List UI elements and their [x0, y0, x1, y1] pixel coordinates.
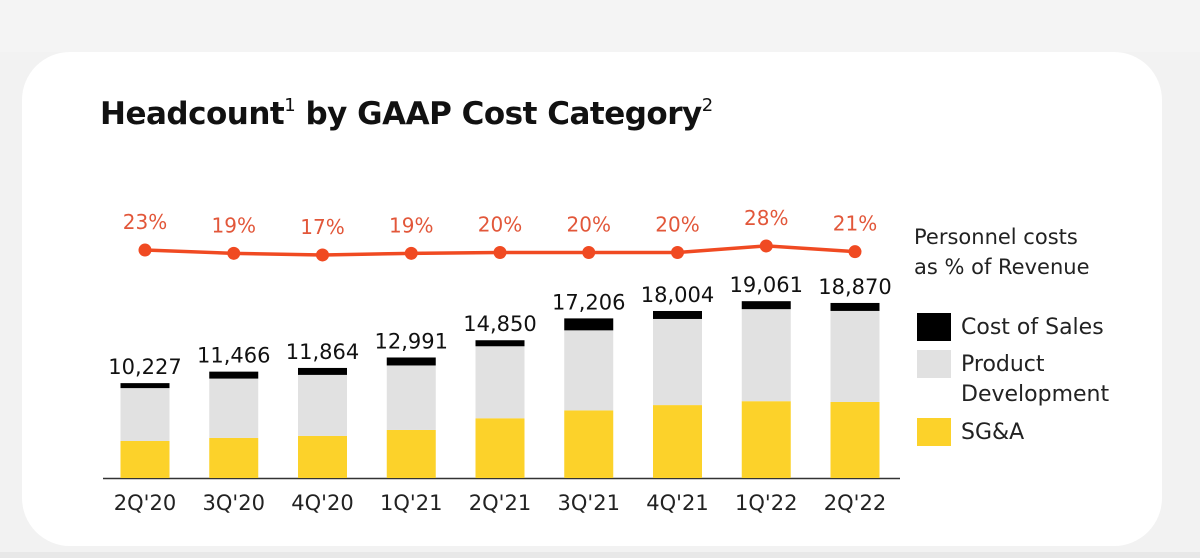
bar-segment-cost-of-sales	[209, 371, 259, 379]
line-legend: Personnel costs as % of Revenue	[914, 222, 1090, 282]
title-text: Headcount	[100, 96, 285, 132]
bar-segment-product-development	[830, 310, 880, 402]
bar-total-label: 11,864	[286, 340, 359, 364]
percent-point	[759, 239, 773, 253]
bar-total-label: 19,061	[730, 273, 803, 297]
legend-item-product-development: Product Development	[917, 350, 1109, 410]
legend-swatch-product-development	[917, 350, 951, 378]
chart-title: Headcount1 by GAAP Cost Category2	[100, 94, 713, 132]
legend-label-sga: SG&A	[961, 420, 1025, 445]
title-text-mid: by GAAP Cost Category	[295, 96, 702, 132]
x-tick-label: 4Q'21	[646, 491, 708, 515]
percent-label: 20%	[567, 213, 611, 237]
bar-segment-cost-of-sales	[475, 340, 525, 347]
legend-label-cost-of-sales: Cost of Sales	[961, 315, 1104, 340]
bar-total-label: 12,991	[375, 329, 448, 353]
x-tick-label: 1Q'21	[380, 491, 442, 515]
x-tick-label: 3Q'20	[203, 491, 265, 515]
bar-segment-product-development	[741, 309, 791, 402]
percent-label: 19%	[389, 213, 433, 237]
bar-segment-cost-of-sales	[653, 310, 702, 319]
legend-item-sga: SG&A	[917, 418, 1024, 448]
bar-segment-cost-of-sales	[564, 318, 614, 331]
bar-segment-sg-a	[741, 401, 791, 478]
percent-label: 28%	[744, 206, 788, 230]
bar-total-label: 11,466	[197, 344, 270, 368]
bar-total-label: 18,004	[641, 283, 714, 307]
bottom-edge	[0, 552, 1200, 558]
bar-segment-product-development	[298, 374, 347, 436]
percent-point	[138, 243, 152, 257]
legend-label-product: Product	[961, 352, 1045, 377]
percent-point	[227, 246, 241, 260]
bar-segment-product-development	[564, 330, 614, 411]
bar-segment-cost-of-sales	[741, 301, 791, 310]
legend-swatch-cost-of-sales	[917, 313, 951, 341]
percent-point	[404, 246, 418, 260]
x-tick-label: 4Q'20	[291, 491, 353, 515]
percent-point	[848, 245, 862, 259]
bar-segment-sg-a	[475, 418, 525, 478]
bar-segment-cost-of-sales	[830, 302, 880, 311]
percent-label: 20%	[655, 213, 699, 237]
top-band	[0, 0, 1200, 52]
bar-total-label: 17,206	[552, 290, 625, 314]
bar-total-label: 10,227	[108, 355, 181, 379]
x-tick-label: 1Q'22	[735, 491, 797, 515]
legend-label-product-development: Product Development	[961, 350, 1109, 410]
x-tick-label: 2Q'22	[824, 491, 886, 515]
percent-label: 23%	[123, 210, 167, 234]
legend-label-development: Development	[961, 382, 1110, 407]
percent-point	[493, 246, 507, 259]
legend-item-cost-of-sales: Cost of Sales	[917, 313, 1104, 343]
bar-segment-cost-of-sales	[120, 383, 170, 389]
bar-segment-product-development	[120, 388, 170, 441]
percent-point	[582, 246, 596, 259]
percent-label: 21%	[833, 212, 877, 236]
bar-segment-sg-a	[386, 429, 436, 478]
x-tick-label: 3Q'21	[558, 491, 620, 515]
line-legend-label-2: as % of Revenue	[914, 255, 1090, 279]
bar-segment-sg-a	[653, 405, 702, 478]
bar-segment-sg-a	[209, 437, 259, 478]
bar-segment-sg-a	[830, 401, 880, 478]
bar-segment-product-development	[209, 378, 259, 438]
bar-segment-cost-of-sales	[298, 367, 347, 375]
bar-total-label: 18,870	[818, 275, 891, 299]
bar-segment-product-development	[653, 318, 702, 406]
percent-label: 20%	[478, 213, 522, 237]
percent-point	[316, 248, 329, 262]
percent-label: 17%	[300, 215, 344, 239]
bar-segment-sg-a	[120, 440, 170, 478]
percent-point	[671, 246, 684, 259]
legend-swatch-sga	[917, 418, 951, 446]
x-tick-label: 2Q'21	[469, 491, 531, 515]
bar-segment-sg-a	[298, 435, 347, 478]
x-tick-label: 2Q'20	[114, 491, 176, 515]
line-legend-label-1: Personnel costs	[914, 225, 1078, 249]
footnote-2: 2	[701, 94, 713, 116]
footnote-1: 1	[284, 94, 296, 116]
bar-segment-product-development	[386, 365, 436, 430]
bar-segment-product-development	[475, 346, 525, 419]
bar-segment-sg-a	[564, 410, 614, 478]
percent-label: 19%	[212, 213, 256, 237]
bar-total-label: 14,850	[463, 312, 536, 336]
bar-segment-cost-of-sales	[386, 357, 436, 366]
